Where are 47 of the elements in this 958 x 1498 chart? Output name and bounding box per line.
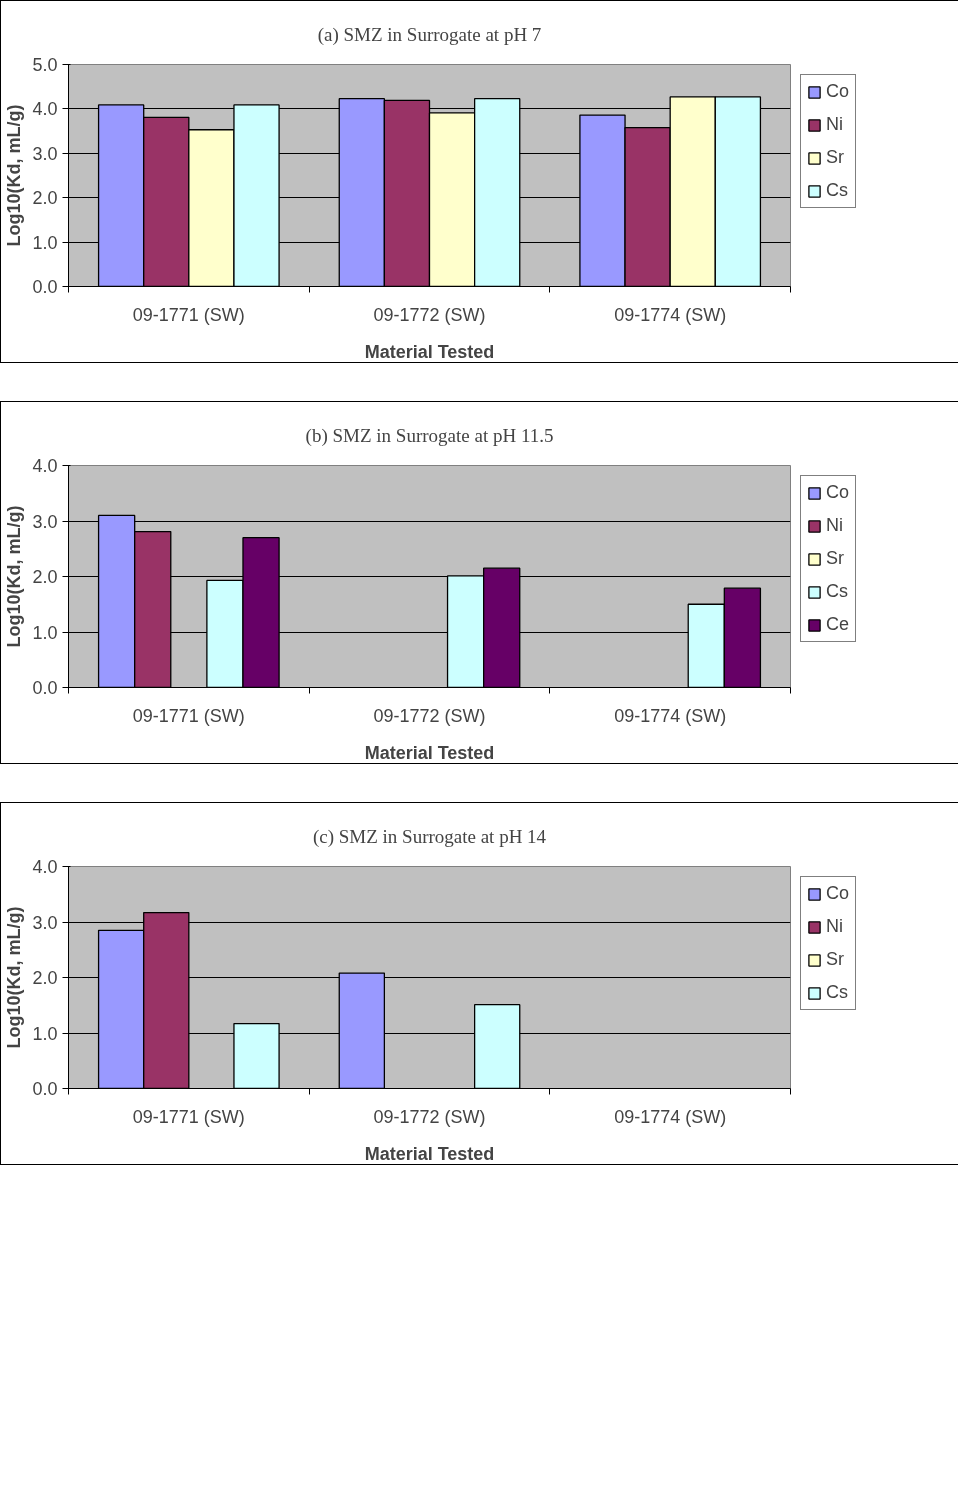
y-tick-label: 1.0: [32, 232, 58, 253]
legend-label: Sr: [826, 548, 845, 569]
x-tick-label: 09-1772 (SW): [373, 304, 486, 325]
y-tick-label: 3.0: [32, 143, 58, 164]
legend-label: Ce: [826, 614, 850, 635]
x-axis-title: Material Tested: [364, 1143, 495, 1164]
x-tick-label: 09-1771 (SW): [132, 304, 245, 325]
x-tick-label: 09-1774 (SW): [614, 705, 727, 726]
legend-label: Cs: [826, 180, 848, 201]
y-tick-label: 2.0: [32, 567, 58, 587]
chart-title: (b) SMZ in Surrogate at pH 11.5: [305, 424, 554, 447]
y-axis-title: Log10(Kd, mL/g): [4, 906, 25, 1049]
y-tick-label: 1.0: [32, 622, 58, 643]
legend-label: Co: [826, 482, 850, 503]
x-axis-title: Material Tested: [364, 341, 495, 362]
legend-label: Cs: [826, 982, 848, 1003]
x-tick-label: 09-1771 (SW): [132, 1106, 245, 1127]
x-tick-label: 09-1774 (SW): [614, 1106, 727, 1127]
legend-label: Co: [826, 883, 850, 904]
chart-title: (c) SMZ in Surrogate at pH 14: [312, 825, 547, 848]
y-tick-label: 3.0: [32, 511, 58, 532]
y-tick-label: 4.0: [32, 456, 58, 476]
legend-label: Ni: [826, 916, 844, 937]
y-tick-label: 0.0: [32, 678, 58, 698]
y-tick-label: 4.0: [32, 99, 58, 120]
y-tick-label: 2.0: [32, 188, 58, 209]
x-tick-label: 09-1771 (SW): [132, 705, 245, 726]
legend-label: Ni: [826, 515, 844, 536]
legend-label: Co: [826, 81, 850, 102]
y-axis-title: Log10(Kd, mL/g): [4, 505, 25, 648]
x-tick-label: 09-1772 (SW): [373, 705, 486, 726]
x-tick-label: 09-1772 (SW): [373, 1106, 486, 1127]
x-tick-label: 09-1774 (SW): [614, 304, 727, 325]
y-tick-label: 3.0: [32, 912, 58, 933]
y-tick-label: 2.0: [32, 968, 58, 988]
y-tick-label: 1.0: [32, 1023, 58, 1044]
y-tick-label: 4.0: [32, 857, 58, 877]
legend-label: Sr: [826, 147, 845, 168]
chart-title: (a) SMZ in Surrogate at pH 7: [317, 23, 542, 46]
legend-label: Cs: [826, 581, 848, 602]
legend-label: Ni: [826, 114, 844, 135]
y-tick-label: 0.0: [32, 277, 58, 297]
x-axis-title: Material Tested: [364, 742, 495, 763]
y-tick-label: 5.0: [32, 55, 58, 75]
y-axis-title: Log10(Kd, mL/g): [4, 104, 25, 247]
legend-label: Sr: [826, 949, 845, 970]
y-tick-label: 0.0: [32, 1079, 58, 1099]
